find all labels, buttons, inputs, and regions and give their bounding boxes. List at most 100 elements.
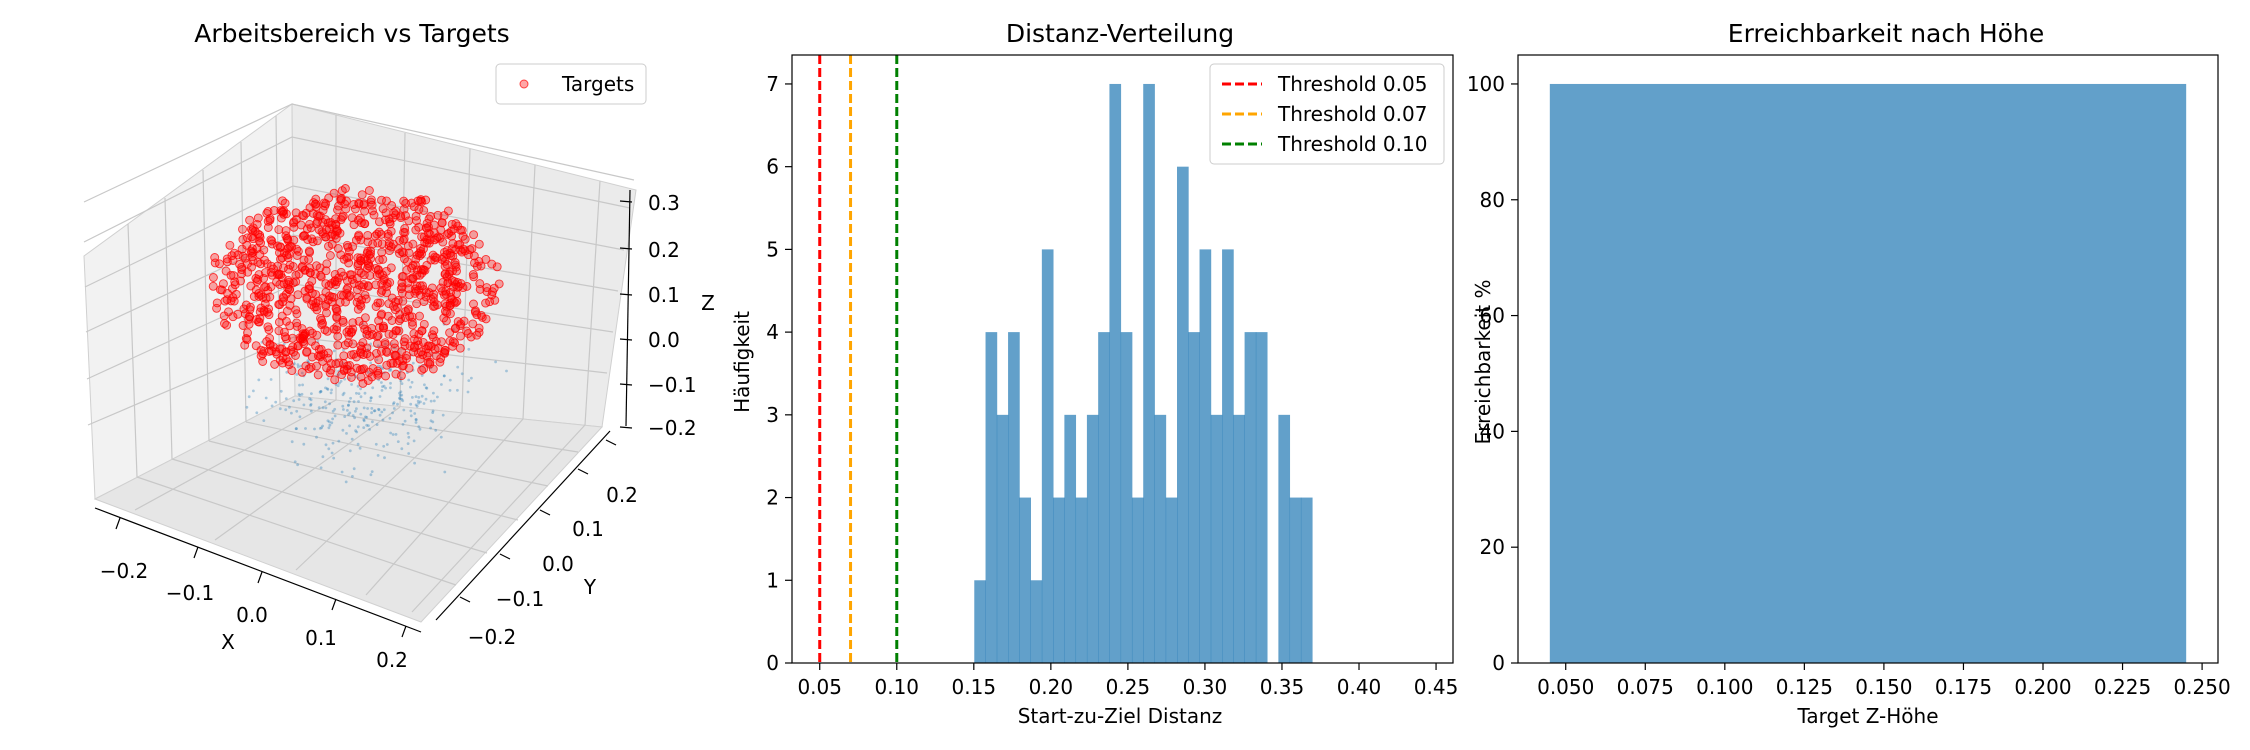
workspace-point xyxy=(292,399,296,403)
workspace-point xyxy=(321,424,324,428)
target-point xyxy=(228,256,238,265)
reachability-bar xyxy=(1549,83,2187,663)
workspace-point xyxy=(315,435,318,439)
y-tick-label: −0.1 xyxy=(496,587,545,611)
target-point xyxy=(240,309,250,319)
histogram-bar xyxy=(1233,414,1245,663)
target-point xyxy=(226,296,236,306)
target-point xyxy=(305,263,314,273)
workspace-point xyxy=(301,383,304,387)
workspace-point xyxy=(308,397,311,401)
y-tick-label: 3 xyxy=(766,403,779,427)
histogram-bar xyxy=(1143,83,1155,663)
legend-label-threshold-2: Threshold 0.10 xyxy=(1277,132,1427,156)
workspace-point xyxy=(392,407,396,410)
workspace-point xyxy=(331,409,335,413)
y-tick-label: 100 xyxy=(1467,72,1505,96)
workspace-point xyxy=(401,423,405,426)
target-point xyxy=(267,270,277,280)
target-point xyxy=(307,276,317,286)
workspace-point xyxy=(328,420,331,424)
x-tick-label: 0.175 xyxy=(1935,675,1992,699)
x-tick-label: 0.30 xyxy=(1183,675,1228,699)
panel-histogram: Distanz-Verteilung 0.05 0.10 0.15 0.20 0.25 0… xyxy=(730,19,1458,728)
workspace-point xyxy=(406,431,410,435)
workspace-point xyxy=(347,404,350,407)
workspace-point xyxy=(342,408,345,411)
workspace-point xyxy=(423,383,426,387)
target-point xyxy=(353,215,363,225)
target-point xyxy=(265,292,275,302)
target-point xyxy=(450,324,460,334)
workspace-point xyxy=(321,406,325,410)
workspace-point xyxy=(470,376,473,380)
target-point xyxy=(487,290,497,300)
workspace-point xyxy=(359,395,363,399)
target-point xyxy=(321,225,331,235)
target-point xyxy=(319,198,329,208)
workspace-point xyxy=(270,404,274,408)
target-point xyxy=(433,210,443,220)
histogram-bar xyxy=(1165,497,1178,663)
target-point xyxy=(285,285,294,294)
workspace-point xyxy=(340,470,344,474)
workspace-point xyxy=(399,379,403,383)
y-tick-label: 2 xyxy=(766,486,779,510)
target-point xyxy=(373,331,383,341)
workspace-point xyxy=(400,393,404,397)
target-point xyxy=(425,357,435,367)
workspace-point xyxy=(354,409,357,413)
workspace-point xyxy=(294,427,298,431)
workspace-point xyxy=(389,386,392,390)
workspace-point xyxy=(425,386,429,390)
target-point xyxy=(237,244,247,254)
workspace-point xyxy=(323,400,327,404)
target-point xyxy=(437,218,447,228)
workspace-point xyxy=(348,449,352,453)
target-point xyxy=(337,186,347,196)
workspace-point xyxy=(252,389,255,393)
workspace-point xyxy=(332,349,336,353)
workspace-point xyxy=(400,447,404,451)
target-point xyxy=(403,241,413,251)
x-tick-label: 0.25 xyxy=(1106,675,1151,699)
target-point xyxy=(274,225,284,235)
workspace-point xyxy=(391,411,394,415)
target-point xyxy=(315,352,325,362)
workspace-point xyxy=(382,384,386,388)
workspace-point xyxy=(326,388,330,391)
target-point xyxy=(293,246,303,256)
workspace-point xyxy=(264,396,268,400)
target-point xyxy=(412,299,422,309)
target-point xyxy=(229,271,239,281)
workspace-point xyxy=(467,379,471,382)
workspace-point xyxy=(337,439,341,443)
workspace-point xyxy=(401,399,405,403)
workspace-point xyxy=(420,394,424,398)
target-point xyxy=(320,325,330,335)
workspace-point xyxy=(398,396,401,400)
workspace-point xyxy=(413,461,416,465)
target-point xyxy=(380,338,390,348)
target-point xyxy=(383,232,393,241)
y-tick-label: 0.2 xyxy=(606,483,638,507)
target-point xyxy=(281,226,291,236)
workspace-point xyxy=(278,407,282,411)
workspace-point xyxy=(279,389,283,393)
target-point xyxy=(393,244,403,254)
target-point xyxy=(254,317,264,327)
target-point xyxy=(238,224,247,234)
workspace-point xyxy=(441,413,445,417)
target-point xyxy=(245,302,255,312)
z-tick-label: 0.3 xyxy=(648,191,680,215)
histogram-bar xyxy=(1008,332,1020,663)
workspace-point xyxy=(352,400,356,404)
target-point xyxy=(455,240,465,249)
workspace-point xyxy=(377,407,380,411)
workspace-point xyxy=(349,396,352,400)
target-point xyxy=(238,235,248,244)
workspace-point xyxy=(362,419,366,423)
target-point xyxy=(418,281,427,291)
workspace-point xyxy=(336,384,340,388)
target-point xyxy=(332,312,342,322)
